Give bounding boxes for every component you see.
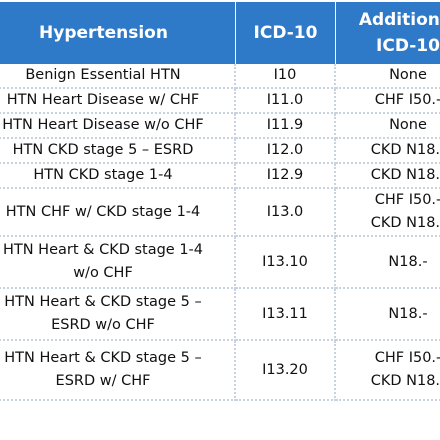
table-row: HTN Heart & CKD stage 1-4 w/o CHF I13.10… <box>0 237 440 289</box>
cell-additional: N18.- <box>336 289 440 341</box>
condition-text: HTN CKD stage 5 – ESRD <box>12 142 194 158</box>
cell-additional: CHF I50.- CKD N18.- <box>336 189 440 237</box>
cell-additional: CKD N18.- <box>336 139 440 164</box>
cell-condition: HTN CHF w/ CKD stage 1-4 <box>0 189 236 237</box>
additional-text: N18.- <box>388 305 428 322</box>
cell-condition: HTN Heart Disease w/o CHF <box>0 114 236 139</box>
cell-condition: HTN CKD stage 1-4 <box>0 164 236 189</box>
header-additional-line-1: Additional <box>358 10 440 30</box>
cell-icd10: I10 <box>236 64 336 89</box>
additional-text: CKD N18.- <box>370 373 440 389</box>
condition-text: HTN CKD stage 1-4 <box>33 167 173 183</box>
header-icd10: ICD-10 <box>236 2 336 64</box>
condition-text: HTN CHF w/ CKD stage 1-4 <box>5 203 201 220</box>
additional-text: CKD N18.- <box>370 167 440 183</box>
table-row: HTN Heart & CKD stage 5 – ESRD w/ CHF I1… <box>0 341 440 401</box>
condition-text: ESRD w/o CHF <box>51 317 155 333</box>
cell-condition: HTN Heart & CKD stage 5 – ESRD w/ CHF <box>0 341 236 401</box>
cell-additional: CHF I50.- CKD N18.- <box>336 341 440 401</box>
header-additional-icd10: Additional ICD-10 <box>336 2 440 64</box>
cell-additional: N18.- <box>336 237 440 289</box>
table-row: Benign Essential HTN I10 None <box>0 64 440 89</box>
condition-text: HTN Heart Disease w/ CHF <box>6 92 200 108</box>
condition-text: ESRD w/ CHF <box>55 373 151 389</box>
cell-icd10: I13.0 <box>236 189 336 237</box>
additional-text: CHF I50.- <box>374 192 440 208</box>
cell-icd10: I11.9 <box>236 114 336 139</box>
table-row: HTN Heart Disease w/o CHF I11.9 None <box>0 114 440 139</box>
table-header-row: Hypertension ICD-10 Additional ICD-10 <box>0 2 440 64</box>
cell-icd10: I13.10 <box>236 237 336 289</box>
condition-text: HTN Heart & CKD stage 5 – <box>4 350 202 366</box>
cell-condition: HTN Heart Disease w/ CHF <box>0 89 236 114</box>
cell-additional: None <box>336 114 440 139</box>
hypertension-icd10-table: Hypertension ICD-10 Additional ICD-10 Be… <box>0 2 440 401</box>
cell-icd10: I12.9 <box>236 164 336 189</box>
condition-text: HTN Heart & CKD stage 1-4 <box>2 242 204 258</box>
table-row: HTN Heart Disease w/ CHF I11.0 CHF I50.- <box>0 89 440 114</box>
cell-condition: HTN Heart & CKD stage 1-4 w/o CHF <box>0 237 236 289</box>
cell-additional: CHF I50.- <box>336 89 440 114</box>
additional-text: CHF I50.- <box>374 92 440 108</box>
additional-text: CKD N18.- <box>370 215 440 231</box>
additional-text: None <box>389 67 427 83</box>
cell-icd10: I13.11 <box>236 289 336 341</box>
additional-text: None <box>389 117 427 133</box>
cell-icd10: I13.20 <box>236 341 336 401</box>
additional-text: CKD N18.- <box>370 142 440 158</box>
cell-icd10: I11.0 <box>236 89 336 114</box>
table-row: HTN Heart & CKD stage 5 – ESRD w/o CHF I… <box>0 289 440 341</box>
cell-icd10: I12.0 <box>236 139 336 164</box>
condition-text: w/o CHF <box>73 265 133 281</box>
condition-text: HTN Heart Disease w/o CHF <box>2 117 204 133</box>
header-hypertension: Hypertension <box>0 2 236 64</box>
cell-condition: HTN CKD stage 5 – ESRD <box>0 139 236 164</box>
table-row: HTN CKD stage 1-4 I12.9 CKD N18.- <box>0 164 440 189</box>
table-row: HTN CKD stage 5 – ESRD I12.0 CKD N18.- <box>0 139 440 164</box>
condition-text: Benign Essential HTN <box>25 67 181 83</box>
additional-text: N18.- <box>388 253 428 270</box>
header-additional-line-2: ICD-10 <box>376 36 440 56</box>
cell-additional: None <box>336 64 440 89</box>
cell-additional: CKD N18.- <box>336 164 440 189</box>
table-row: HTN CHF w/ CKD stage 1-4 I13.0 CHF I50.-… <box>0 189 440 237</box>
cell-condition: HTN Heart & CKD stage 5 – ESRD w/o CHF <box>0 289 236 341</box>
condition-text: HTN Heart & CKD stage 5 – <box>4 294 202 310</box>
additional-text: CHF I50.- <box>374 350 440 366</box>
cell-condition: Benign Essential HTN <box>0 64 236 89</box>
